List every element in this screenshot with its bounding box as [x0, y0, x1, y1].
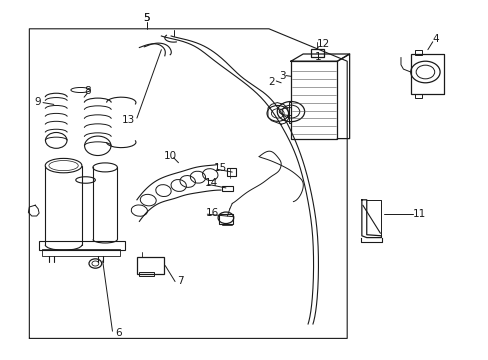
- Text: 12: 12: [316, 39, 330, 49]
- Bar: [41, 249, 120, 256]
- Text: 5: 5: [143, 13, 150, 23]
- Text: 5: 5: [143, 13, 150, 23]
- Text: 15: 15: [213, 163, 226, 173]
- Bar: [410, 54, 443, 94]
- Bar: [288, 102, 291, 123]
- Text: 14: 14: [204, 178, 218, 188]
- Bar: [227, 168, 236, 176]
- Bar: [414, 50, 421, 55]
- Text: 4: 4: [432, 34, 439, 44]
- Bar: [290, 61, 337, 139]
- Text: 16: 16: [205, 208, 219, 218]
- Text: 3: 3: [278, 71, 285, 81]
- Text: 9: 9: [35, 96, 41, 107]
- Bar: [414, 94, 421, 98]
- Bar: [222, 186, 233, 191]
- Bar: [39, 241, 124, 250]
- Text: 10: 10: [163, 150, 176, 161]
- Bar: [310, 49, 324, 57]
- Text: 11: 11: [412, 209, 426, 219]
- Text: 7: 7: [176, 276, 183, 286]
- Text: 8: 8: [84, 86, 91, 96]
- Text: 1: 1: [314, 51, 321, 62]
- Text: 13: 13: [122, 114, 135, 125]
- Text: 6: 6: [115, 328, 122, 338]
- Text: 2: 2: [267, 77, 274, 87]
- Bar: [137, 257, 163, 274]
- Bar: [139, 272, 154, 276]
- Bar: [219, 214, 232, 224]
